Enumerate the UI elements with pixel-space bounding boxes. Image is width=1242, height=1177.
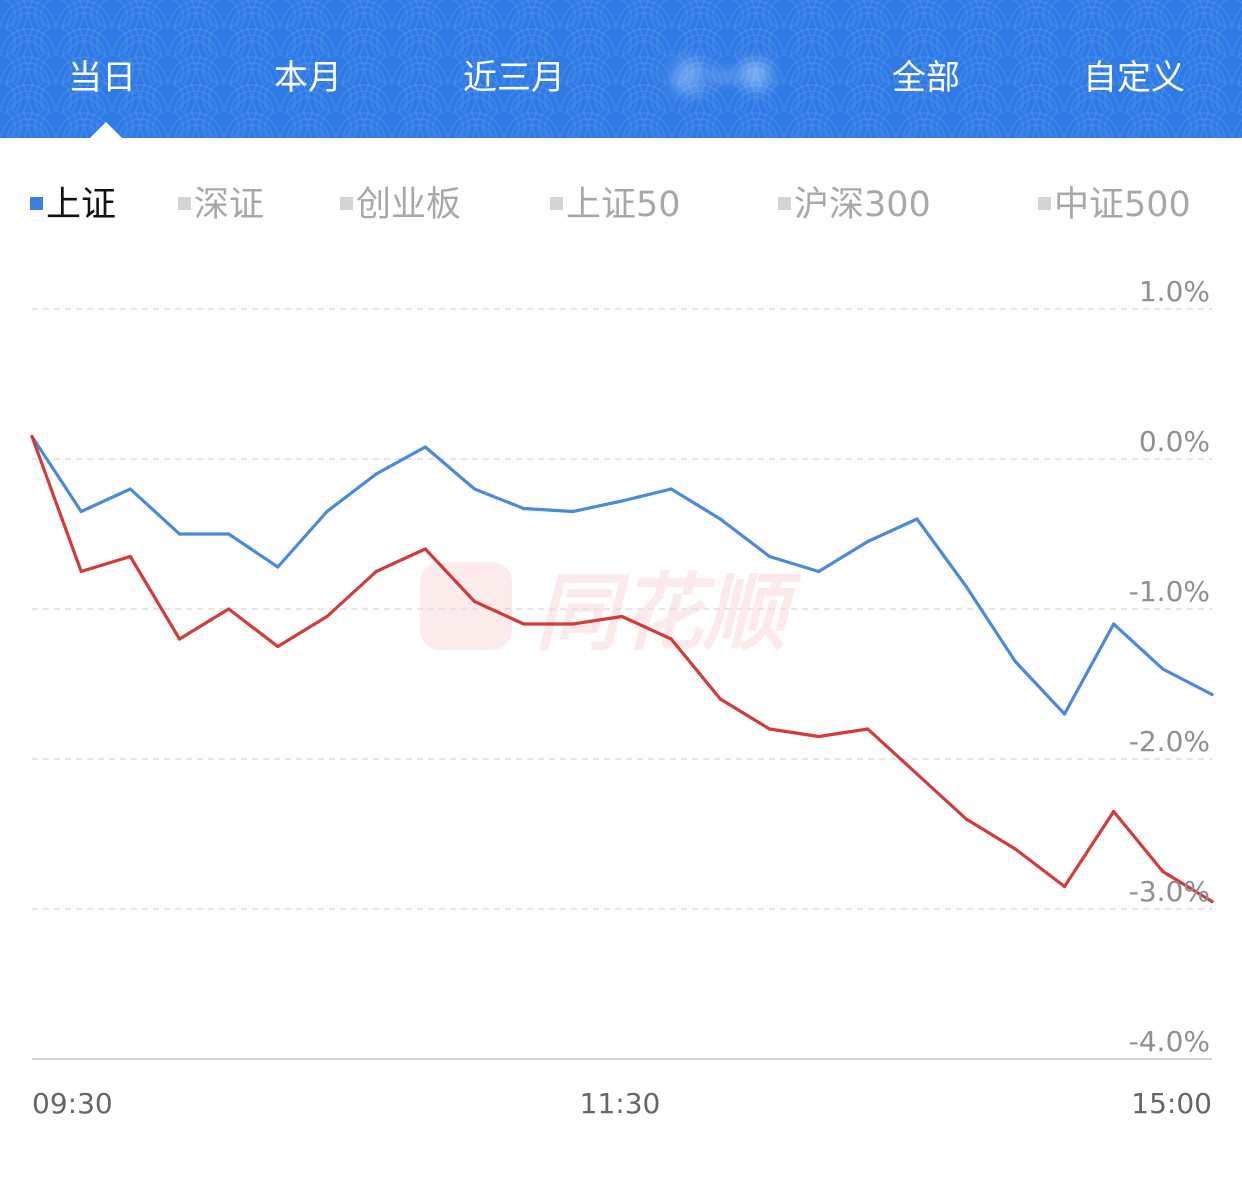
index-tab-sse50[interactable]: 上证50	[550, 180, 681, 230]
index-tab-label: 上证	[46, 185, 117, 225]
tab-all[interactable]: 全部	[892, 58, 960, 98]
data-point	[1112, 622, 1116, 626]
data-point	[177, 532, 182, 536]
data-point	[79, 569, 83, 574]
tab-this-month[interactable]: 本月	[274, 58, 342, 98]
data-point	[1062, 712, 1067, 716]
data-point	[718, 697, 722, 701]
y-tick-label: -4.0%	[1129, 1025, 1210, 1058]
data-point	[669, 637, 673, 641]
legend-marker	[340, 196, 353, 210]
index-tab-label: 上证50	[566, 185, 681, 225]
data-point	[718, 517, 722, 521]
watermark: 同花顺	[420, 562, 802, 662]
index-tab-label: 沪深300	[794, 185, 931, 225]
index-tab-chinext[interactable]: 创业板	[340, 180, 461, 230]
data-point	[472, 599, 477, 604]
y-tick-label: -2.0%	[1129, 725, 1210, 758]
index-tab-label: 中证500	[1054, 185, 1191, 225]
y-tick-label: 0.0%	[1139, 425, 1210, 458]
legend-marker	[778, 196, 791, 210]
index-tab-csi500[interactable]: 中证500	[1038, 180, 1191, 230]
data-point	[325, 509, 329, 514]
range-tab-bar: 当日 本月 近三月 近一年 全部 自定义	[0, 0, 1242, 138]
data-point	[276, 644, 280, 649]
data-point	[964, 584, 968, 589]
y-tick-label: 1.0%	[1139, 275, 1210, 308]
series-line-red	[30, 434, 1214, 904]
x-tick-label: 11:30	[580, 1087, 661, 1120]
data-point	[1161, 667, 1165, 671]
tab-today[interactable]: 当日	[68, 58, 136, 98]
data-point	[571, 622, 575, 626]
index-tab-shanghai[interactable]: 上证	[30, 180, 116, 230]
index-tab-label: 深证	[194, 185, 265, 225]
data-point	[1161, 869, 1165, 874]
data-point	[915, 772, 919, 776]
y-tick-label: -3.0%	[1129, 875, 1210, 908]
legend-marker	[550, 196, 563, 210]
data-point	[866, 727, 870, 731]
x-tick-label: 15:00	[1131, 1087, 1212, 1120]
tab-three-months[interactable]: 近三月	[463, 58, 565, 98]
legend-marker	[178, 196, 191, 210]
ths-logo-icon	[420, 562, 512, 650]
data-point	[915, 517, 919, 521]
legend-marker	[1038, 196, 1051, 210]
index-tab-label: 创业板	[356, 185, 462, 225]
data-point	[227, 532, 231, 536]
data-point	[1013, 659, 1017, 664]
line-chart[interactable]: 同花顺 1.0% 0.0% -1.0% -2.0% -3.0% -4.0% 09:30 11:…	[0, 250, 1242, 1173]
data-point	[866, 539, 870, 544]
data-point	[325, 614, 329, 619]
chart-area[interactable]: 同花顺 1.0% 0.0% -1.0% -2.0% -3.0% -4.0% 09:30 11:…	[0, 250, 1242, 1173]
tab-custom[interactable]: 自定义	[1083, 58, 1185, 98]
data-point	[620, 614, 624, 619]
data-point	[423, 445, 427, 449]
data-point	[177, 637, 182, 641]
watermark-text: 同花顺	[535, 564, 802, 662]
legend-marker	[30, 196, 43, 210]
data-point	[472, 487, 477, 491]
data-point	[522, 506, 526, 511]
data-point	[1112, 809, 1116, 814]
data-point	[817, 734, 821, 739]
data-point	[964, 817, 968, 821]
tab-blurred[interactable]: 近一年	[671, 58, 773, 98]
data-point	[128, 487, 132, 491]
data-point	[767, 554, 772, 559]
data-point	[1013, 847, 1017, 851]
data-point	[620, 499, 624, 503]
data-point	[423, 547, 427, 551]
active-tab-pointer	[90, 122, 122, 138]
data-point	[1062, 884, 1067, 889]
x-tick-label: 09:30	[32, 1087, 113, 1120]
index-tab-shenzhen[interactable]: 深证	[178, 180, 264, 230]
data-point	[817, 569, 821, 574]
data-point	[374, 472, 378, 476]
data-point	[767, 727, 772, 731]
data-point	[1210, 692, 1214, 697]
data-point	[374, 569, 378, 574]
y-tick-label: -1.0%	[1129, 575, 1210, 608]
data-point	[79, 509, 83, 514]
data-point	[30, 434, 34, 439]
data-point	[522, 622, 526, 626]
index-tab-csi300[interactable]: 沪深300	[778, 180, 931, 230]
data-point	[227, 607, 231, 611]
data-point	[1210, 899, 1214, 904]
data-point	[276, 565, 280, 569]
data-point	[571, 509, 575, 514]
data-point	[669, 487, 673, 491]
data-point	[128, 554, 132, 559]
